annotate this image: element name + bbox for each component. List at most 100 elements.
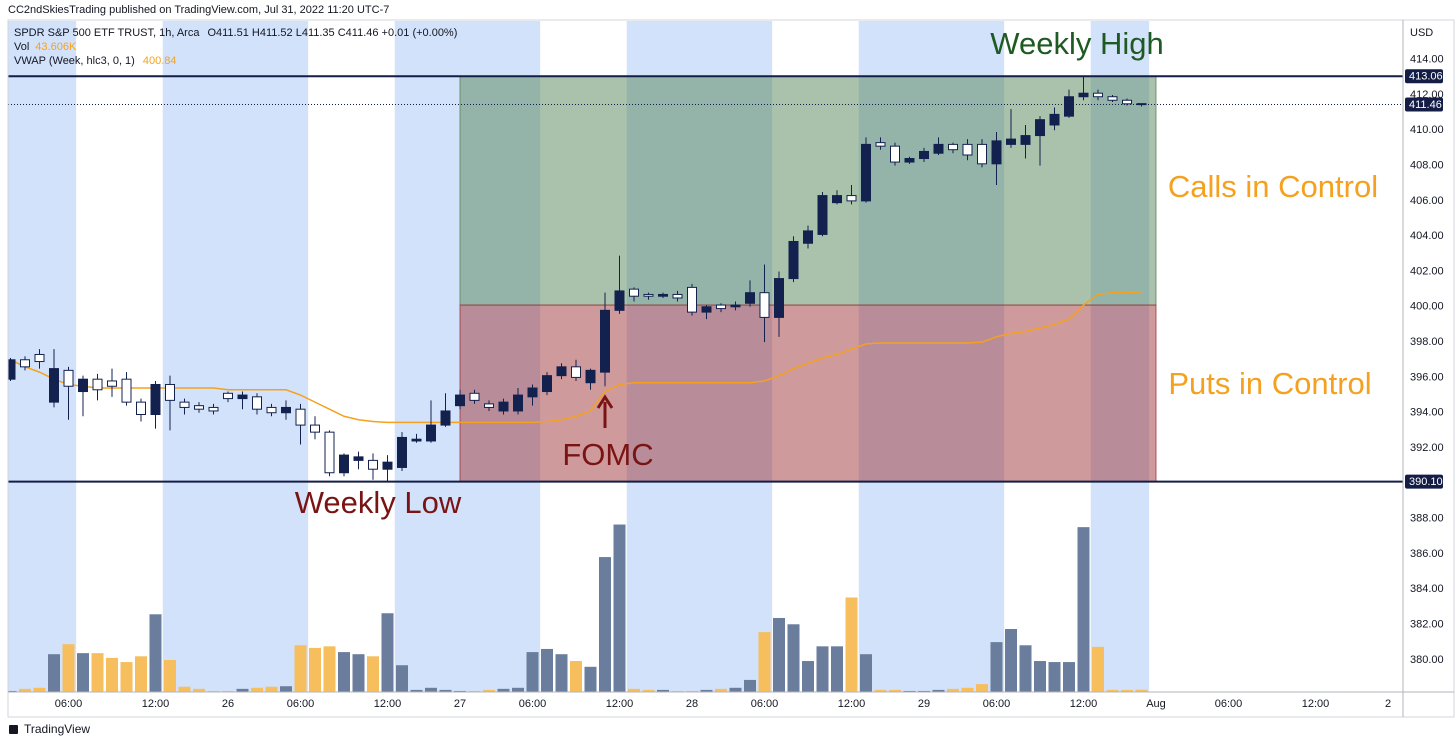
- y-tick-label: 410.00: [1410, 124, 1444, 136]
- y-tick-label: 388.00: [1410, 513, 1444, 525]
- volume-bar: [874, 689, 887, 692]
- x-tick-label: 28: [686, 698, 698, 710]
- volume-bar: [149, 614, 162, 692]
- volume-bar: [787, 624, 800, 692]
- volume-bar: [802, 661, 814, 692]
- candle-body: [1136, 103, 1147, 106]
- volume-bar: [1135, 689, 1148, 692]
- x-tick-label: 26: [222, 698, 234, 710]
- volume-bar: [454, 690, 466, 692]
- zone-box: [459, 304, 1157, 483]
- candle-body: [469, 392, 480, 401]
- x-tick-label: 27: [454, 698, 466, 710]
- chart-frame: [7, 19, 1455, 718]
- volume-bar: [729, 687, 742, 692]
- candle-body: [1078, 92, 1089, 98]
- candle-body: [20, 359, 30, 368]
- volume-bar: [294, 645, 307, 692]
- candle-body: [513, 394, 523, 412]
- axis-unit: USD: [1410, 27, 1433, 39]
- candle-body: [571, 366, 581, 378]
- volume-bar: [990, 642, 1003, 692]
- session-shade: [220, 21, 236, 692]
- legend-volume-value: 43.606K: [35, 41, 77, 53]
- candle-body: [629, 288, 639, 297]
- y-tick-label: 380.00: [1410, 654, 1444, 666]
- volume-bar: [1106, 689, 1119, 692]
- x-tick-label: 2: [1385, 698, 1391, 710]
- volume-bar: [396, 665, 408, 692]
- x-tick-label: 06:00: [1215, 698, 1243, 710]
- legend-ohlc: O411.51 H411.52 L411.35 C411.46 +0.01 (+…: [207, 27, 457, 39]
- session-shade: [293, 21, 309, 692]
- candle-body: [658, 293, 668, 297]
- candle-body: [919, 150, 929, 160]
- volume-bar: [1063, 662, 1075, 692]
- candle-body: [1020, 135, 1031, 145]
- candle-body: [353, 456, 364, 461]
- session-shade: [278, 21, 294, 692]
- candle-body: [614, 290, 625, 311]
- volume-bar: [410, 689, 423, 692]
- volume-bar: [425, 687, 437, 692]
- y-tick-label: 398.00: [1410, 336, 1444, 348]
- volume-bar: [932, 689, 945, 692]
- session-shade: [423, 21, 439, 692]
- volume-bar: [236, 688, 249, 692]
- candle-body: [1064, 96, 1074, 117]
- x-tick-label: 06:00: [519, 698, 547, 710]
- session-shade: [162, 21, 178, 692]
- candle-body: [817, 195, 828, 235]
- candle-body: [8, 359, 16, 380]
- candle-body: [774, 278, 784, 318]
- volume-bar: [860, 654, 872, 692]
- volume-bar: [222, 690, 234, 692]
- session-shade: [191, 21, 207, 692]
- x-tick-label: 06:00: [287, 698, 315, 710]
- candle-body: [121, 378, 132, 403]
- price-tag-label: 413.06: [1409, 71, 1443, 83]
- volume-bar: [381, 613, 394, 692]
- candle-body: [600, 309, 610, 373]
- volume-bar: [439, 689, 452, 692]
- candle-body: [745, 292, 755, 304]
- annotation: FOMC: [562, 437, 653, 472]
- y-tick-label: 404.00: [1410, 230, 1444, 242]
- candle-body: [890, 145, 900, 163]
- candle-body: [1049, 113, 1060, 126]
- volume-bar: [526, 652, 539, 692]
- candle-body: [368, 459, 378, 470]
- price-tag-label: 411.46: [1409, 99, 1442, 111]
- candle-body: [962, 143, 973, 156]
- y-tick-label: 408.00: [1410, 159, 1444, 171]
- volume-bar: [77, 653, 89, 692]
- y-tick-label: 392.00: [1410, 442, 1444, 454]
- x-tick-label: 12:00: [374, 698, 402, 710]
- session-shade: [177, 21, 193, 692]
- candle-body: [1035, 119, 1045, 137]
- volume-bar: [1019, 645, 1032, 692]
- volume-bar: [48, 654, 60, 692]
- x-tick-label: 29: [918, 698, 930, 710]
- volume-bar: [8, 690, 17, 692]
- session-shade: [8, 21, 19, 692]
- annotation: Puts in Control: [1168, 366, 1371, 401]
- candle-body: [846, 195, 857, 202]
- candle-body: [585, 369, 596, 384]
- price-tag-label: 390.10: [1409, 476, 1443, 488]
- candle-body: [150, 383, 161, 415]
- candle-body: [295, 408, 306, 426]
- candle-body: [875, 142, 886, 147]
- candle-body: [426, 424, 436, 442]
- volume-bar: [483, 689, 495, 692]
- candle-body: [542, 375, 552, 393]
- zone-box: [459, 75, 1157, 306]
- volume-bar: [62, 644, 75, 692]
- volume-bar: [468, 690, 481, 692]
- session-shade: [206, 21, 222, 692]
- volume-bar: [584, 666, 597, 692]
- fomc-arrow-head: [596, 394, 614, 409]
- volume-bar: [613, 524, 626, 692]
- volume-bar: [120, 662, 133, 692]
- candle-body: [1006, 138, 1016, 145]
